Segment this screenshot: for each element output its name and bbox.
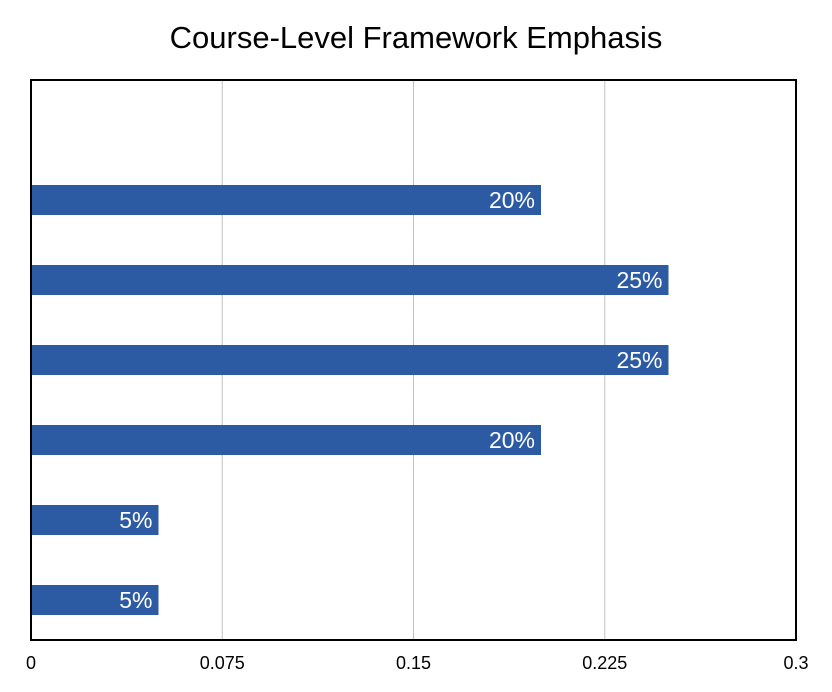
x-tick-label-2: 0.15 (396, 653, 431, 673)
bar-value-label-1: 25% (616, 267, 662, 293)
x-tick-label-3: 0.225 (582, 653, 627, 673)
bars: 20% 25% 25% 20% 5% 5% (31, 185, 669, 615)
bar-1 (31, 265, 669, 295)
bar-5 (31, 585, 159, 615)
x-tick-label-4: 0.3 (783, 653, 808, 673)
bar-2 (31, 345, 669, 375)
x-axis-ticks: 0 0.075 0.15 0.225 0.3 (26, 653, 809, 673)
bar-4 (31, 505, 159, 535)
bar-value-label-5: 5% (119, 587, 152, 613)
bar-0 (31, 185, 541, 215)
bar-value-label-4: 5% (119, 507, 152, 533)
bar-3 (31, 425, 541, 455)
bar-value-label-3: 20% (489, 427, 535, 453)
chart-title: Course-Level Framework Emphasis (169, 20, 663, 55)
bar-value-label-2: 25% (616, 347, 662, 373)
plot-frame (30, 79, 797, 641)
x-tick-label-1: 0.075 (200, 653, 245, 673)
x-tick-label-0: 0 (26, 653, 36, 673)
bar-value-label-0: 20% (489, 187, 535, 213)
